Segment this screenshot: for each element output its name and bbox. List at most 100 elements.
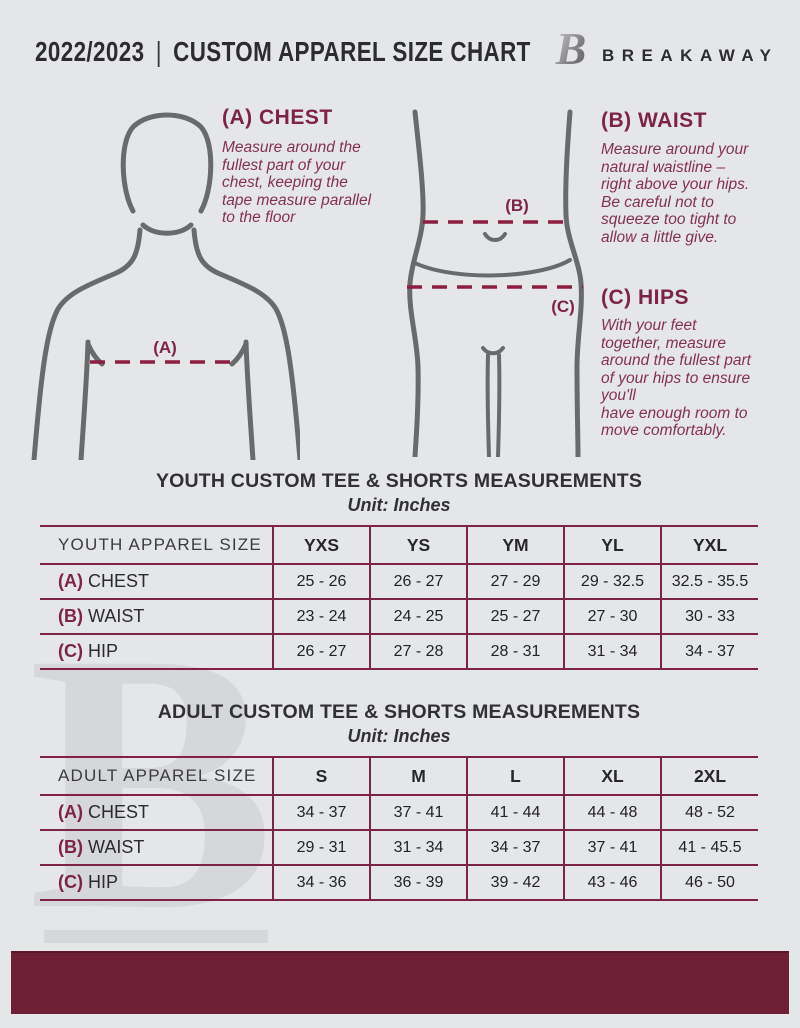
page-title: 2022/2023 | CUSTOM APPAREL SIZE CHART xyxy=(35,36,531,68)
measure-cell: 26 - 27 xyxy=(272,634,370,670)
measure-label-cell: (A) CHEST xyxy=(40,564,273,600)
adult-size-table: ADULT APPAREL SIZE S M L XL 2XL (A) CHEST 34 - … xyxy=(40,756,758,901)
size-header-s: S xyxy=(272,757,370,796)
waist-heading: (B) WAIST xyxy=(601,109,707,132)
breakaway-logo-icon: B xyxy=(545,23,589,74)
size-header-xl: XL xyxy=(563,757,661,796)
measure-cell: 41 - 45.5 xyxy=(660,830,758,866)
row-label: WAIST xyxy=(88,606,145,626)
measure-cell: 27 - 28 xyxy=(369,634,467,670)
row-marker: (C) xyxy=(58,641,83,661)
measure-cell: 46 - 50 xyxy=(660,865,758,901)
measure-cell: 36 - 39 xyxy=(369,865,467,901)
watermark-underline xyxy=(44,930,268,943)
measure-cell: 24 - 25 xyxy=(369,599,467,635)
hips-description: With your feet together, measure around … xyxy=(601,317,751,439)
size-header-l: L xyxy=(466,757,564,796)
measure-cell: 37 - 41 xyxy=(563,830,661,866)
measure-cell: 34 - 37 xyxy=(272,795,370,831)
figure-right-armpit xyxy=(229,341,249,367)
chest-marker-label: (A) xyxy=(153,338,177,357)
measure-cell: 26 - 27 xyxy=(369,564,467,600)
page-title-year: 2022/2023 xyxy=(35,36,145,67)
measure-cell: 48 - 52 xyxy=(660,795,758,831)
figure-crotch xyxy=(481,346,505,356)
figure-head-outline xyxy=(120,112,214,214)
measure-cell: 34 - 37 xyxy=(466,830,564,866)
size-header-ym: YM xyxy=(466,526,564,565)
figure-left-shoulder-arm xyxy=(31,227,143,460)
size-header-2xl: 2XL xyxy=(660,757,758,796)
size-header-yxs: YXS xyxy=(272,526,370,565)
apparel-size-column-header: ADULT APPAREL SIZE xyxy=(40,757,273,796)
page-title-divider: | xyxy=(155,36,162,67)
row-label: CHEST xyxy=(88,802,150,822)
measure-cell: 43 - 46 xyxy=(563,865,661,901)
waist-hips-figure-illustration: (B) (C) xyxy=(407,109,584,457)
measure-cell: 41 - 44 xyxy=(466,795,564,831)
measure-cell: 25 - 26 xyxy=(272,564,370,600)
table-row: (C) HIP 34 - 36 36 - 39 39 - 42 43 - 46 46 - … xyxy=(40,865,758,901)
measure-cell: 31 - 34 xyxy=(369,830,467,866)
apparel-size-column-header: YOUTH APPAREL SIZE xyxy=(40,526,273,565)
figure-right-inner-leg xyxy=(496,353,502,457)
size-header-ys: YS xyxy=(369,526,467,565)
figure-right-torso-outline xyxy=(563,109,584,457)
row-marker: (A) xyxy=(58,802,83,822)
measure-cell: 27 - 30 xyxy=(563,599,661,635)
waist-marker-label: (B) xyxy=(505,196,529,215)
row-label: CHEST xyxy=(88,571,150,591)
size-header-m: M xyxy=(369,757,467,796)
measure-label-cell: (C) HIP xyxy=(40,634,273,670)
size-table-header-row: ADULT APPAREL SIZE S M L XL 2XL xyxy=(40,757,758,796)
measure-cell: 29 - 32.5 xyxy=(563,564,661,600)
measure-cell: 39 - 42 xyxy=(466,865,564,901)
measure-cell: 34 - 36 xyxy=(272,865,370,901)
measure-cell: 23 - 24 xyxy=(272,599,370,635)
figure-hip-crease xyxy=(413,258,572,278)
measure-cell: 37 - 41 xyxy=(369,795,467,831)
chest-description: Measure around the fullest part of your … xyxy=(222,139,372,226)
measure-label-cell: (C) HIP xyxy=(40,865,273,901)
size-table-header-row: YOUTH APPAREL SIZE YXS YS YM YL YXL xyxy=(40,526,758,565)
hips-marker-label: (C) xyxy=(551,297,575,316)
measure-cell: 31 - 34 xyxy=(563,634,661,670)
adult-table-unit: Unit: Inches xyxy=(347,726,451,746)
footer-bar xyxy=(11,951,789,1014)
figure-left-inner-leg xyxy=(485,353,491,457)
measure-cell: 44 - 48 xyxy=(563,795,661,831)
youth-table-title: YOUTH CUSTOM TEE & SHORTS MEASUREMENTS xyxy=(155,470,643,492)
chest-heading: (A) CHEST xyxy=(222,106,333,129)
row-marker: (C) xyxy=(58,872,83,892)
brand-name: BREAKAWAY xyxy=(602,46,779,65)
measure-cell: 29 - 31 xyxy=(272,830,370,866)
figure-left-side xyxy=(78,339,91,460)
hips-heading: (C) HIPS xyxy=(601,286,689,309)
size-header-yxl: YXL xyxy=(660,526,758,565)
measure-cell: 25 - 27 xyxy=(466,599,564,635)
figure-navel xyxy=(483,232,507,242)
measure-cell: 34 - 37 xyxy=(660,634,758,670)
row-marker: (B) xyxy=(58,606,83,626)
waist-description: Measure around your natural waistline – … xyxy=(601,141,750,246)
page-title-text: CUSTOM APPAREL SIZE CHART xyxy=(173,36,531,67)
table-row: (A) CHEST 25 - 26 26 - 27 27 - 29 29 - 32.5 3… xyxy=(40,564,758,600)
row-label: WAIST xyxy=(88,837,145,857)
measure-cell: 32.5 - 35.5 xyxy=(660,564,758,600)
table-row: (A) CHEST 34 - 37 37 - 41 41 - 44 44 - 48 48 … xyxy=(40,795,758,831)
row-marker: (B) xyxy=(58,837,83,857)
chest-figure-illustration: (A) xyxy=(31,112,300,460)
figure-right-side xyxy=(243,339,256,460)
measure-cell: 28 - 31 xyxy=(466,634,564,670)
measure-cell: 30 - 33 xyxy=(660,599,758,635)
table-row: (C) HIP 26 - 27 27 - 28 28 - 31 31 - 34 34 - … xyxy=(40,634,758,670)
measure-label-cell: (B) WAIST xyxy=(40,830,273,866)
adult-table-title: ADULT CUSTOM TEE & SHORTS MEASUREMENTS xyxy=(157,701,641,723)
youth-table-unit: Unit: Inches xyxy=(347,495,451,515)
row-marker: (A) xyxy=(58,571,83,591)
measure-label-cell: (B) WAIST xyxy=(40,599,273,635)
adult-size-section: ADULT CUSTOM TEE & SHORTS MEASUREMENTS U… xyxy=(40,700,758,901)
table-row: (B) WAIST 23 - 24 24 - 25 25 - 27 27 - 30 30 … xyxy=(40,599,758,635)
size-header-yl: YL xyxy=(563,526,661,565)
